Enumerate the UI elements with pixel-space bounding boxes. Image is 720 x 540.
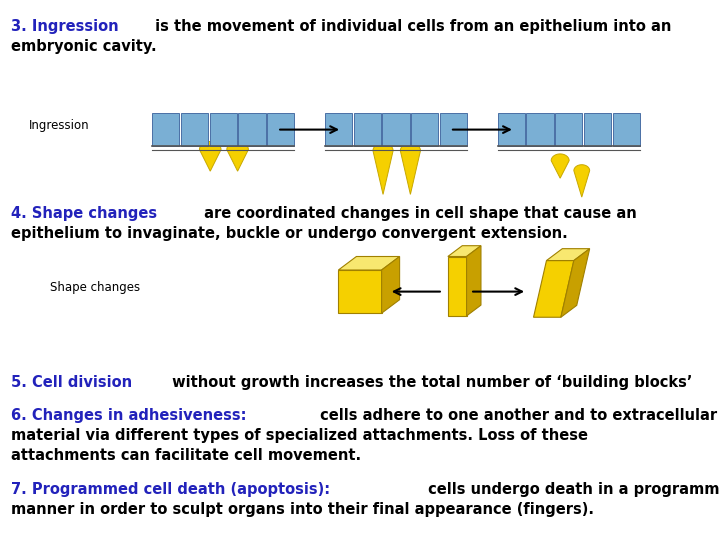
Bar bbox=[584, 113, 611, 146]
Text: 6. Changes in adhesiveness:: 6. Changes in adhesiveness: bbox=[11, 408, 246, 423]
Polygon shape bbox=[227, 141, 248, 171]
Text: material via different types of specialized attachments. Loss of these: material via different types of speciali… bbox=[11, 428, 588, 443]
Polygon shape bbox=[534, 260, 574, 317]
Text: 5. Cell division: 5. Cell division bbox=[11, 375, 132, 390]
Text: without growth increases the total number of ‘building blocks’: without growth increases the total numbe… bbox=[167, 375, 693, 390]
Text: manner in order to sculpt organs into their final appearance (fingers).: manner in order to sculpt organs into th… bbox=[11, 502, 594, 517]
Polygon shape bbox=[467, 246, 481, 316]
Bar bbox=[555, 113, 582, 146]
Polygon shape bbox=[373, 143, 393, 194]
Polygon shape bbox=[546, 248, 590, 260]
Text: 7. Programmed cell death (apoptosis):: 7. Programmed cell death (apoptosis): bbox=[11, 482, 330, 497]
Text: is the movement of individual cells from an epithelium into an: is the movement of individual cells from… bbox=[150, 19, 671, 34]
Polygon shape bbox=[552, 154, 569, 178]
Bar bbox=[411, 113, 438, 146]
Bar bbox=[325, 113, 352, 146]
Text: embryonic cavity.: embryonic cavity. bbox=[11, 39, 156, 54]
Text: 4. Shape changes: 4. Shape changes bbox=[11, 206, 157, 221]
Bar bbox=[210, 113, 237, 146]
Text: are coordinated changes in cell shape that cause an: are coordinated changes in cell shape th… bbox=[199, 206, 637, 221]
Text: Shape changes: Shape changes bbox=[50, 281, 140, 294]
Polygon shape bbox=[338, 256, 400, 270]
Bar bbox=[448, 256, 467, 316]
Polygon shape bbox=[448, 246, 481, 256]
Bar bbox=[238, 113, 266, 146]
Bar bbox=[152, 113, 179, 146]
Text: cells undergo death in a programmed: cells undergo death in a programmed bbox=[423, 482, 720, 497]
Polygon shape bbox=[199, 141, 221, 171]
Bar bbox=[498, 113, 525, 146]
Text: epithelium to invaginate, buckle or undergo convergent extension.: epithelium to invaginate, buckle or unde… bbox=[11, 226, 567, 241]
Bar bbox=[382, 113, 410, 146]
Bar bbox=[267, 113, 294, 146]
Bar bbox=[181, 113, 208, 146]
Polygon shape bbox=[574, 165, 590, 197]
Polygon shape bbox=[561, 248, 590, 317]
Polygon shape bbox=[382, 256, 400, 313]
Bar bbox=[440, 113, 467, 146]
Text: attachments can facilitate cell movement.: attachments can facilitate cell movement… bbox=[11, 448, 361, 463]
Text: 3. Ingression: 3. Ingression bbox=[11, 19, 118, 34]
Bar bbox=[338, 270, 382, 313]
Text: cells adhere to one another and to extracellular: cells adhere to one another and to extra… bbox=[315, 408, 717, 423]
Text: Ingression: Ingression bbox=[29, 119, 89, 132]
Bar bbox=[526, 113, 554, 146]
Bar bbox=[354, 113, 381, 146]
Bar bbox=[613, 113, 640, 146]
Polygon shape bbox=[400, 143, 420, 194]
